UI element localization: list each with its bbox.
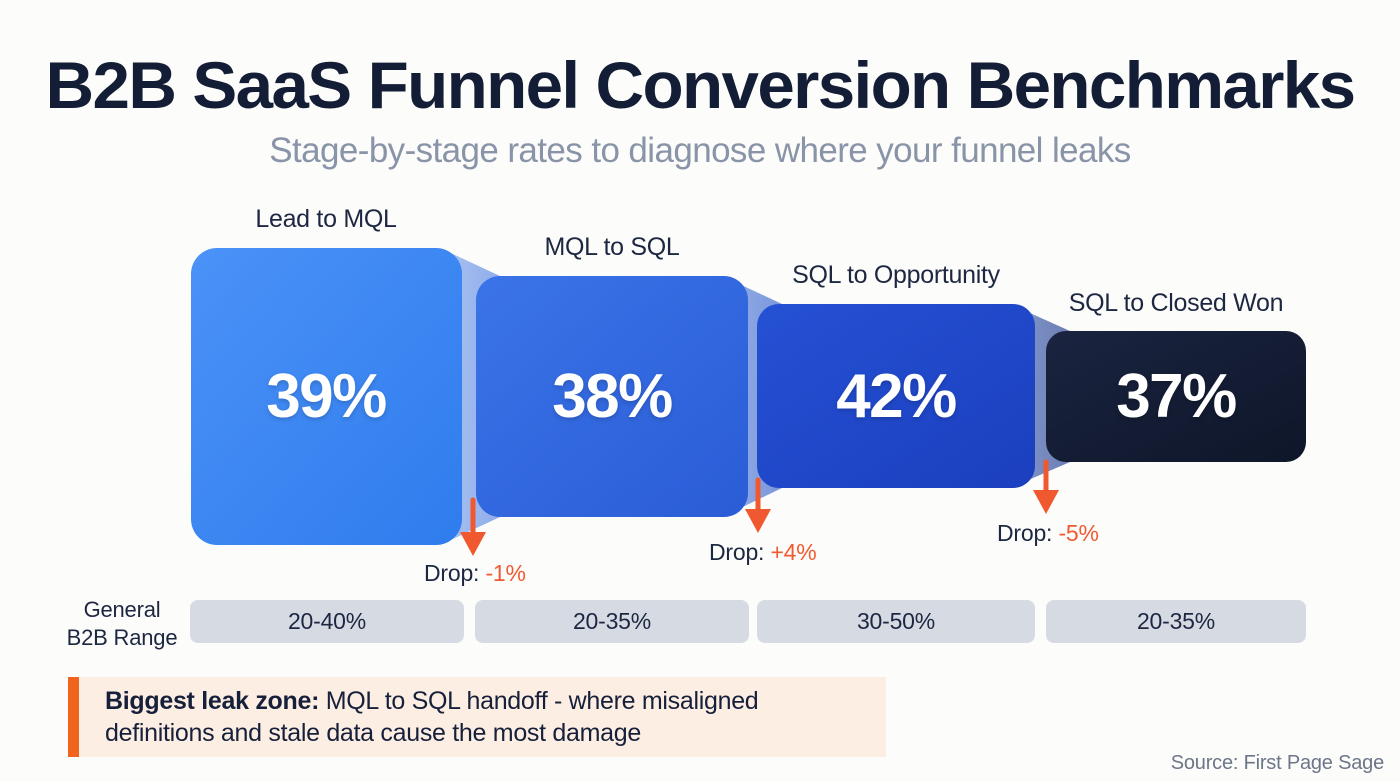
drop-arrow-1: [460, 497, 486, 556]
range-row-label: General B2B Range: [62, 596, 182, 651]
range-row-label-line2: B2B Range: [66, 624, 178, 650]
range-pill-sql-to-opportunity[interactable]: 30-50%: [757, 600, 1035, 643]
connector-2-3: [722, 276, 782, 517]
funnel-bars: [191, 248, 1306, 545]
header: B2B SaaS Funnel Conversion Benchmarks St…: [0, 52, 1400, 171]
callout-text: Biggest leak zone: MQL to SQL handoff - …: [79, 685, 886, 750]
drop-arrows: [460, 459, 1059, 556]
stage-label-sql-to-opportunity: SQL to Opportunity: [792, 261, 1000, 289]
range-row-label-line1: General: [83, 597, 161, 622]
funnel-bar-mql-to-sql[interactable]: [476, 276, 748, 517]
page-subtitle: Stage-by-stage rates to diagnose where y…: [269, 131, 1131, 170]
funnel-bar-sql-to-closed-won[interactable]: [1046, 331, 1306, 462]
drop-note-1-value: -1%: [485, 560, 526, 586]
connector-1-2: [440, 248, 500, 545]
callout-lead: Biggest leak zone:: [105, 686, 320, 715]
stage-label-mql-to-sql: MQL to SQL: [544, 233, 680, 261]
stage-value-sql-to-closed-won: 37%: [1116, 362, 1237, 431]
callout-body: MQL to SQL handoff - where misaligned de…: [105, 686, 759, 748]
drop-note-2: Drop: +4%: [709, 539, 817, 566]
drop-arrow-3: [1033, 459, 1059, 514]
callout-banner: Biggest leak zone: MQL to SQL handoff - …: [68, 677, 886, 757]
stage-label-sql-to-closed-won: SQL to Closed Won: [1068, 289, 1284, 317]
funnel-connectors: [440, 248, 1070, 545]
drop-note-2-value: +4%: [770, 539, 817, 565]
connector-3-4: [1010, 304, 1070, 488]
range-pill-lead-to-mql[interactable]: 20-40%: [190, 600, 464, 643]
stage-value-mql-to-sql: 38%: [552, 362, 673, 431]
drop-note-3-value: -5%: [1058, 520, 1099, 546]
drop-note-3-label: Drop:: [997, 520, 1053, 546]
callout-accent-bar: [68, 677, 79, 757]
drop-note-3: Drop: -5%: [997, 520, 1099, 547]
drop-note-1-label: Drop:: [424, 560, 480, 586]
funnel-bar-sql-to-opportunity[interactable]: [757, 304, 1035, 488]
stage-label-lead-to-mql: Lead to MQL: [255, 205, 397, 233]
drop-arrow-2: [745, 477, 771, 533]
source-attribution: Source: First Page Sage: [1170, 752, 1384, 774]
stage-value-sql-to-opportunity: 42%: [836, 362, 957, 431]
stage-value-lead-to-mql: 39%: [266, 362, 387, 431]
range-pill-mql-to-sql[interactable]: 20-35%: [475, 600, 749, 643]
funnel-bar-lead-to-mql[interactable]: [191, 248, 462, 545]
drop-note-2-label: Drop:: [709, 539, 765, 565]
page-title: B2B SaaS Funnel Conversion Benchmarks: [45, 48, 1356, 122]
range-pill-sql-to-closed-won[interactable]: 20-35%: [1046, 600, 1306, 643]
drop-note-1: Drop: -1%: [424, 560, 526, 587]
